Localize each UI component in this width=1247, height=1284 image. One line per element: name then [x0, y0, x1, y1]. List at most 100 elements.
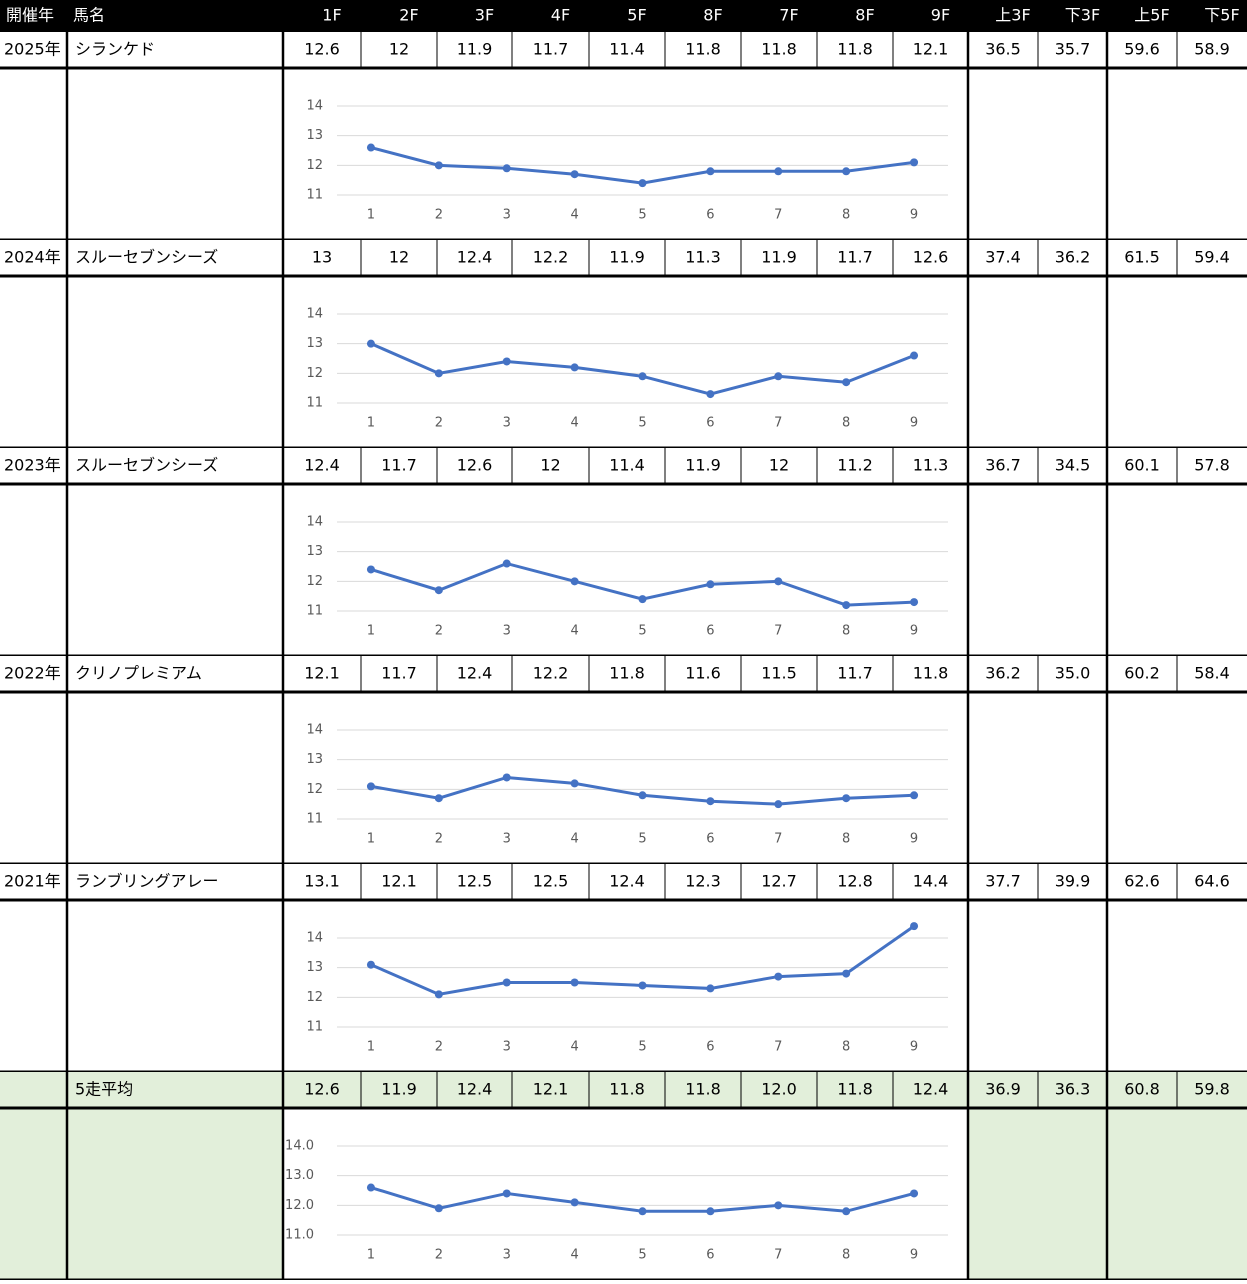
x-tick-label: 8: [842, 624, 850, 639]
horse: クリノプレミアム: [75, 664, 202, 683]
split-value: 11.2: [837, 456, 873, 475]
split-value: 11.7: [837, 248, 873, 267]
header-cell: 4F: [551, 6, 570, 25]
x-tick-label: 8: [842, 208, 850, 223]
x-tick-label: 6: [706, 1248, 714, 1263]
x-tick-label: 2: [435, 416, 443, 431]
horse: スルーセブンシーズ: [75, 248, 218, 267]
split-value: 11.8: [609, 1080, 645, 1099]
point: [434, 586, 443, 595]
split-value: 11.3: [913, 456, 949, 475]
y-tick-label: 11: [306, 188, 323, 203]
point: [638, 372, 647, 381]
split-value: 11.8: [685, 40, 721, 59]
x-tick-label: 1: [367, 832, 375, 847]
point: [570, 170, 579, 179]
sum-value: 36.7: [985, 456, 1021, 475]
point: [638, 595, 647, 604]
point: [366, 1183, 375, 1192]
point: [434, 369, 443, 378]
x-tick-label: 5: [638, 1248, 646, 1263]
point: [502, 773, 511, 782]
y-tick-label: 11: [306, 812, 323, 827]
header-cell: 開催年: [6, 6, 54, 25]
x-tick-label: 9: [910, 208, 918, 223]
point: [570, 978, 579, 987]
x-tick-label: 8: [842, 832, 850, 847]
sum-value: 35.7: [1055, 40, 1091, 59]
point: [434, 794, 443, 803]
x-tick-label: 7: [774, 1040, 782, 1055]
split-value: 12: [389, 40, 409, 59]
horse: スルーセブンシーズ: [75, 456, 218, 475]
split-value: 12: [540, 456, 560, 475]
split-value: 11.7: [837, 664, 873, 683]
y-tick-label: 12: [306, 782, 323, 797]
x-tick-label: 9: [910, 832, 918, 847]
horse: シランケド: [75, 40, 155, 59]
point: [638, 179, 647, 188]
sum-value: 36.3: [1055, 1080, 1091, 1099]
point: [706, 1207, 715, 1216]
x-tick-label: 7: [774, 416, 782, 431]
sum-value: 60.2: [1124, 664, 1160, 683]
x-tick-label: 5: [638, 1040, 646, 1055]
split-value: 12.7: [761, 872, 797, 891]
point: [502, 357, 511, 366]
x-tick-label: 2: [435, 832, 443, 847]
x-tick-label: 3: [503, 832, 511, 847]
split-value: 12.4: [457, 248, 493, 267]
y-tick-label: 14: [306, 307, 323, 322]
point: [774, 577, 783, 586]
x-tick-label: 1: [367, 1248, 375, 1263]
point: [910, 598, 919, 607]
point: [774, 972, 783, 981]
sum-value: 34.5: [1055, 456, 1091, 475]
point: [910, 1189, 919, 1198]
x-tick-label: 7: [774, 1248, 782, 1263]
x-tick-label: 2: [435, 208, 443, 223]
x-tick-label: 1: [367, 624, 375, 639]
point: [842, 378, 851, 387]
x-tick-label: 2: [435, 624, 443, 639]
split-value: 12.1: [913, 40, 949, 59]
sum-value: 62.6: [1124, 872, 1160, 891]
x-tick-label: 3: [503, 1040, 511, 1055]
split-value: 14.4: [913, 872, 949, 891]
x-tick-label: 7: [774, 208, 782, 223]
x-tick-label: 7: [774, 832, 782, 847]
point: [842, 167, 851, 176]
point: [570, 577, 579, 586]
point: [502, 164, 511, 173]
horse: ランブリングアレー: [75, 872, 219, 891]
y-tick-label: 14: [306, 723, 323, 738]
point: [774, 800, 783, 809]
split-value: 12.2: [533, 248, 569, 267]
split-value: 11.8: [913, 664, 949, 683]
header-cell: 9F: [931, 6, 950, 25]
point: [842, 969, 851, 978]
year: 2022年: [4, 664, 61, 683]
split-value: 11.8: [685, 1080, 721, 1099]
x-tick-label: 5: [638, 624, 646, 639]
split-value: 11.9: [761, 248, 797, 267]
sum-value: 60.1: [1124, 456, 1160, 475]
point: [910, 158, 919, 167]
point: [706, 167, 715, 176]
split-value: 11.8: [609, 664, 645, 683]
x-tick-label: 9: [910, 1248, 918, 1263]
x-tick-label: 1: [367, 1040, 375, 1055]
y-tick-label: 14: [306, 931, 323, 946]
sum-value: 36.2: [1055, 248, 1091, 267]
year: 2024年: [4, 248, 61, 267]
x-tick-label: 4: [570, 1040, 578, 1055]
header-cell: 1F: [322, 6, 341, 25]
x-tick-label: 7: [774, 624, 782, 639]
y-tick-label: 12: [306, 366, 323, 381]
x-tick-label: 6: [706, 1040, 714, 1055]
point: [502, 978, 511, 987]
point: [366, 960, 375, 969]
x-tick-label: 9: [910, 624, 918, 639]
split-value: 12.8: [837, 872, 873, 891]
sum-value: 36.9: [985, 1080, 1021, 1099]
